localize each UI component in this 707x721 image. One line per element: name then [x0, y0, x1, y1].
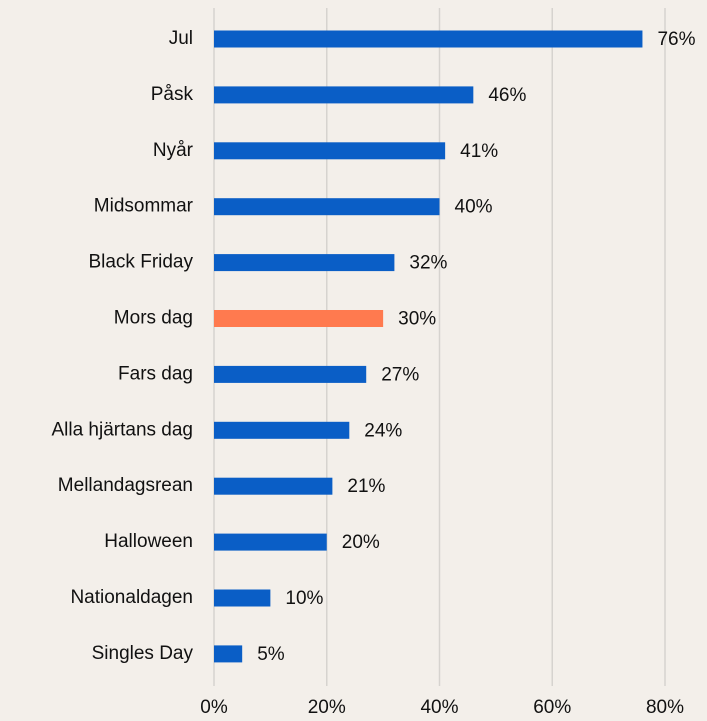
- x-tick-label: 0%: [200, 697, 228, 718]
- y-tick-label: Fars dag: [118, 363, 193, 384]
- data-label: 24%: [364, 420, 402, 441]
- x-tick-label: 20%: [308, 697, 346, 718]
- data-label: 41%: [460, 141, 498, 162]
- y-tick-label: Mellandagsrean: [58, 475, 193, 496]
- y-tick-label: Midsommar: [94, 196, 194, 217]
- y-tick-label: Jul: [169, 28, 193, 49]
- bar: [214, 533, 327, 551]
- y-tick-label: Singles Day: [92, 643, 194, 664]
- y-tick-label: Mors dag: [114, 308, 193, 329]
- bar: [214, 254, 395, 272]
- data-label: 21%: [347, 476, 385, 497]
- data-label: 46%: [488, 85, 526, 106]
- data-label: 30%: [398, 309, 436, 330]
- data-label: 10%: [285, 588, 323, 609]
- y-tick-label: Nationaldagen: [70, 587, 193, 608]
- y-tick-label: Påsk: [151, 84, 194, 105]
- y-tick-label: Nyår: [153, 140, 194, 161]
- data-label: 27%: [381, 364, 419, 385]
- bar: [214, 645, 243, 663]
- data-label: 32%: [409, 253, 447, 274]
- bar: [214, 477, 333, 495]
- y-tick-label: Alla hjärtans dag: [51, 419, 193, 440]
- data-label: 20%: [342, 532, 380, 553]
- bar: [214, 86, 474, 104]
- data-label: 5%: [257, 644, 285, 665]
- bar: [214, 589, 271, 607]
- x-tick-label: 40%: [420, 697, 458, 718]
- bar: [214, 421, 350, 439]
- y-tick-label: Black Friday: [88, 252, 193, 273]
- bar: [214, 310, 384, 327]
- bar: [214, 198, 440, 216]
- bar: [214, 365, 367, 383]
- data-label: 76%: [657, 29, 695, 50]
- y-tick-label: Halloween: [104, 531, 193, 552]
- x-tick-label: 60%: [533, 697, 571, 718]
- x-tick-label: 80%: [646, 697, 684, 718]
- data-label: 40%: [455, 197, 493, 218]
- bar: [214, 142, 446, 160]
- bar: [214, 30, 643, 48]
